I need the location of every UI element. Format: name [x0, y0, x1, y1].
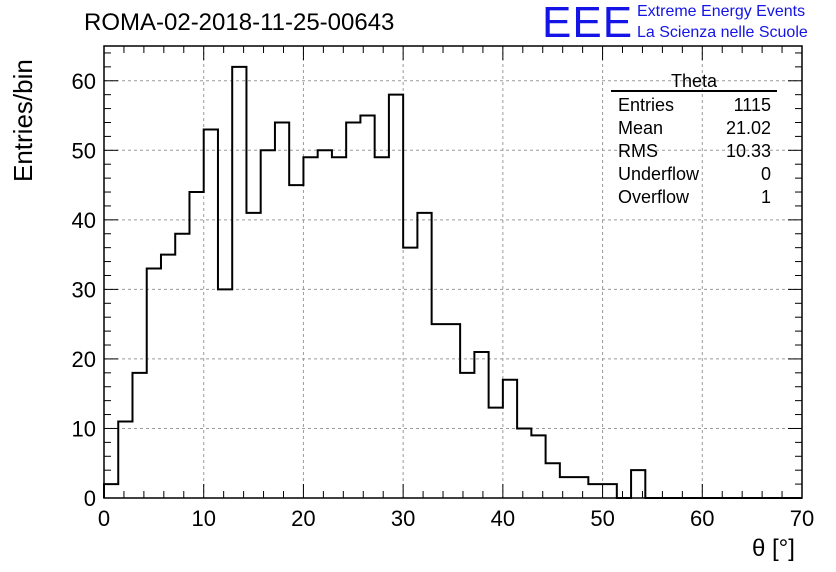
x-tick-label: 70 [790, 506, 814, 531]
histogram-bin [432, 324, 446, 498]
stats-label: RMS [618, 141, 658, 161]
y-axis-label: Entries/bin [8, 59, 38, 182]
bins-layer [104, 67, 645, 498]
histogram-bin [417, 213, 431, 498]
histogram-bin [303, 157, 317, 498]
stats-value: 1 [760, 187, 771, 207]
y-tick-label: 30 [72, 277, 96, 302]
histogram-bin [318, 150, 332, 498]
histogram-bin [147, 269, 161, 498]
histogram-bin [489, 408, 503, 498]
histogram-bin [360, 116, 374, 498]
histogram-bin [104, 484, 118, 498]
histogram-bin [261, 150, 275, 498]
histogram-bin [531, 435, 545, 498]
histogram-bin [346, 122, 360, 498]
histogram-bin [275, 122, 289, 498]
histogram-bin [389, 95, 403, 498]
x-tick-label: 10 [191, 506, 215, 531]
histogram-bin [118, 422, 132, 498]
histogram-bin [446, 324, 460, 498]
histogram-bin [189, 192, 203, 498]
histogram-bin [474, 352, 488, 498]
stats-label: Entries [618, 95, 675, 115]
histogram-bin [375, 157, 389, 498]
logo-subtitle-line2: La Scienza nelle Scuole [637, 24, 808, 41]
stats-value: 21.02 [725, 118, 771, 138]
stats-row-entries: Entries 1115 [611, 94, 777, 117]
logo-subtitle-line1: Extreme Energy Events [637, 3, 806, 20]
histogram-bin [175, 234, 189, 498]
histogram-bin [631, 470, 645, 498]
y-tick-label: 50 [72, 138, 96, 163]
x-tick-label: 30 [391, 506, 415, 531]
histogram-bin [161, 255, 175, 498]
histogram-bin [403, 248, 417, 498]
histogram-bin [204, 129, 218, 498]
y-tick-label: 20 [72, 347, 96, 372]
stats-row-overflow: Overflow 1 [611, 186, 777, 209]
y-tick-label: 60 [72, 69, 96, 94]
histogram-bin [574, 477, 588, 498]
stats-row-underflow: Underflow 0 [611, 163, 777, 186]
y-tick-label: 10 [72, 416, 96, 441]
stats-label: Mean [618, 118, 664, 138]
histogram-bin [332, 157, 346, 498]
grid-layer [104, 46, 802, 498]
plot-frame [103, 45, 803, 499]
stats-title: Theta [611, 72, 777, 92]
stats-row-rms: RMS 10.33 [611, 140, 777, 163]
histogram-bin [517, 428, 531, 498]
x-tick-label: 40 [491, 506, 515, 531]
histogram-bin [132, 373, 146, 498]
x-tick-label: 0 [98, 506, 110, 531]
x-tick-label: 50 [590, 506, 614, 531]
stats-label: Overflow [618, 187, 690, 207]
stats-label: Underflow [618, 164, 700, 184]
histogram-bin [289, 185, 303, 498]
y-tick-label: 40 [72, 208, 96, 233]
histogram-bin [546, 463, 560, 498]
histogram-bin [460, 373, 474, 498]
stats-value: 0 [760, 164, 771, 184]
x-tick-label: 60 [690, 506, 714, 531]
histogram-bin [246, 213, 260, 498]
x-axis-label: θ [°] [752, 535, 795, 562]
ticks-layer [103, 46, 803, 499]
stats-value: 1115 [733, 95, 771, 115]
histogram-series [103, 65, 803, 499]
histogram-bin [560, 477, 574, 498]
chart-title: ROMA-02-2018-11-25-00643 [84, 9, 395, 36]
histogram-bin [588, 484, 602, 498]
histogram-bin [218, 289, 232, 498]
stats-value: 10.33 [725, 141, 771, 161]
statistics-box: Theta Entries 1115 Mean 21.02 RMS 10.33 … [611, 72, 777, 209]
y-tick-label: 0 [84, 486, 96, 511]
histogram-bin [232, 67, 246, 498]
histogram-bin [503, 380, 517, 498]
histogram-bin [603, 484, 617, 498]
eee-logo: EEE [542, 0, 634, 47]
stats-row-mean: Mean 21.02 [611, 117, 777, 140]
x-tick-label: 20 [291, 506, 315, 531]
